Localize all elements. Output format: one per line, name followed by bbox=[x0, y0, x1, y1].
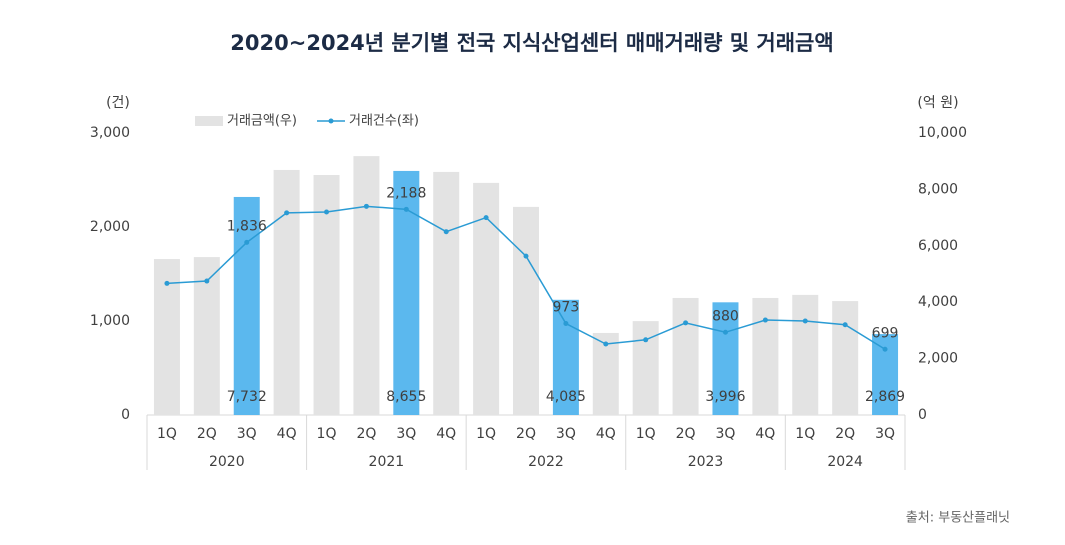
line-point bbox=[164, 280, 170, 286]
line-point bbox=[324, 209, 330, 215]
y2-tick-label: 10,000 bbox=[918, 125, 967, 141]
bar bbox=[672, 297, 699, 415]
line-point bbox=[683, 320, 689, 326]
y2-unit: (억 원) bbox=[917, 95, 958, 111]
legend-label: 거래금액(우) bbox=[227, 114, 297, 129]
x-tick-label: 4Q bbox=[436, 426, 456, 442]
line-point bbox=[882, 346, 888, 352]
line-point bbox=[284, 210, 290, 216]
x-tick-label: 1Q bbox=[476, 426, 496, 442]
y-tick-label: 3,000 bbox=[90, 125, 130, 141]
bar bbox=[433, 171, 460, 415]
line-value-label: 699 bbox=[872, 325, 899, 341]
bar bbox=[552, 299, 579, 415]
line-point bbox=[403, 206, 409, 212]
bar-value-label: 4,085 bbox=[546, 389, 586, 405]
x-tick-label: 4Q bbox=[596, 426, 616, 442]
x-tick-label: 4Q bbox=[755, 426, 775, 442]
y2-tick-label: 0 bbox=[918, 407, 927, 423]
y-tick-label: 2,000 bbox=[90, 219, 130, 235]
x-tick-label: 1Q bbox=[795, 426, 815, 442]
line-value-label: 973 bbox=[553, 300, 580, 316]
y2-tick-label: 2,000 bbox=[918, 351, 958, 367]
line-point bbox=[523, 253, 529, 259]
line-point bbox=[563, 321, 569, 327]
line-point bbox=[483, 215, 489, 221]
group-label: 2021 bbox=[369, 454, 405, 470]
legend-swatch bbox=[195, 116, 223, 126]
x-tick-label: 2Q bbox=[676, 426, 696, 442]
bar bbox=[832, 301, 859, 415]
x-tick-label: 1Q bbox=[157, 426, 177, 442]
line-value-label: 1,836 bbox=[227, 218, 267, 234]
x-tick-label: 3Q bbox=[875, 426, 895, 442]
line-value-label: 880 bbox=[712, 308, 739, 324]
x-tick-label: 4Q bbox=[277, 426, 297, 442]
x-tick-label: 2Q bbox=[197, 426, 217, 442]
line-point bbox=[443, 229, 449, 235]
bar bbox=[353, 156, 380, 415]
y2-tick-label: 4,000 bbox=[918, 294, 958, 310]
line-point bbox=[244, 239, 250, 245]
legend-swatch bbox=[328, 118, 334, 124]
bar bbox=[313, 175, 340, 415]
line-point bbox=[722, 329, 728, 335]
x-tick-label: 1Q bbox=[636, 426, 656, 442]
y-tick-label: 1,000 bbox=[90, 313, 130, 329]
x-tick-label: 3Q bbox=[237, 426, 257, 442]
group-label: 2022 bbox=[528, 454, 564, 470]
bar bbox=[752, 297, 779, 415]
y-tick-label: 0 bbox=[121, 407, 130, 423]
legend-label: 거래건수(좌) bbox=[349, 114, 419, 129]
x-tick-label: 2Q bbox=[516, 426, 536, 442]
bar bbox=[792, 294, 819, 415]
line-point bbox=[204, 278, 210, 284]
group-label: 2020 bbox=[209, 454, 245, 470]
bar-value-label: 7,732 bbox=[227, 389, 267, 405]
source: 출처: 부동산플래닛 bbox=[906, 511, 1010, 526]
y2-tick-label: 6,000 bbox=[918, 238, 958, 254]
chart-title: 2020~2024년 분기별 전국 지식산업센터 매매거래량 및 거래금액 bbox=[230, 31, 833, 55]
y2-tick-label: 8,000 bbox=[918, 181, 958, 197]
bar-value-label: 8,655 bbox=[386, 389, 426, 405]
line-point bbox=[762, 317, 768, 323]
group-label: 2023 bbox=[688, 454, 724, 470]
bar bbox=[233, 196, 260, 415]
x-tick-label: 2Q bbox=[835, 426, 855, 442]
line-point bbox=[842, 322, 848, 328]
line-value-label: 2,188 bbox=[386, 185, 426, 201]
x-tick-label: 1Q bbox=[317, 426, 337, 442]
line-point bbox=[643, 337, 649, 343]
line-point bbox=[363, 203, 369, 209]
line-point bbox=[802, 318, 808, 324]
bar-value-label: 2,869 bbox=[865, 389, 905, 405]
bar bbox=[273, 169, 300, 415]
bar bbox=[712, 302, 739, 415]
bar bbox=[592, 332, 619, 415]
bar-value-label: 3,996 bbox=[705, 389, 745, 405]
x-tick-label: 3Q bbox=[716, 426, 736, 442]
x-tick-label: 2Q bbox=[356, 426, 376, 442]
bar bbox=[473, 182, 500, 415]
line-point bbox=[603, 341, 609, 347]
y-unit: (건) bbox=[106, 95, 130, 111]
x-tick-label: 3Q bbox=[396, 426, 416, 442]
bar bbox=[513, 206, 539, 415]
group-label: 2024 bbox=[827, 454, 863, 470]
x-tick-label: 3Q bbox=[556, 426, 576, 442]
